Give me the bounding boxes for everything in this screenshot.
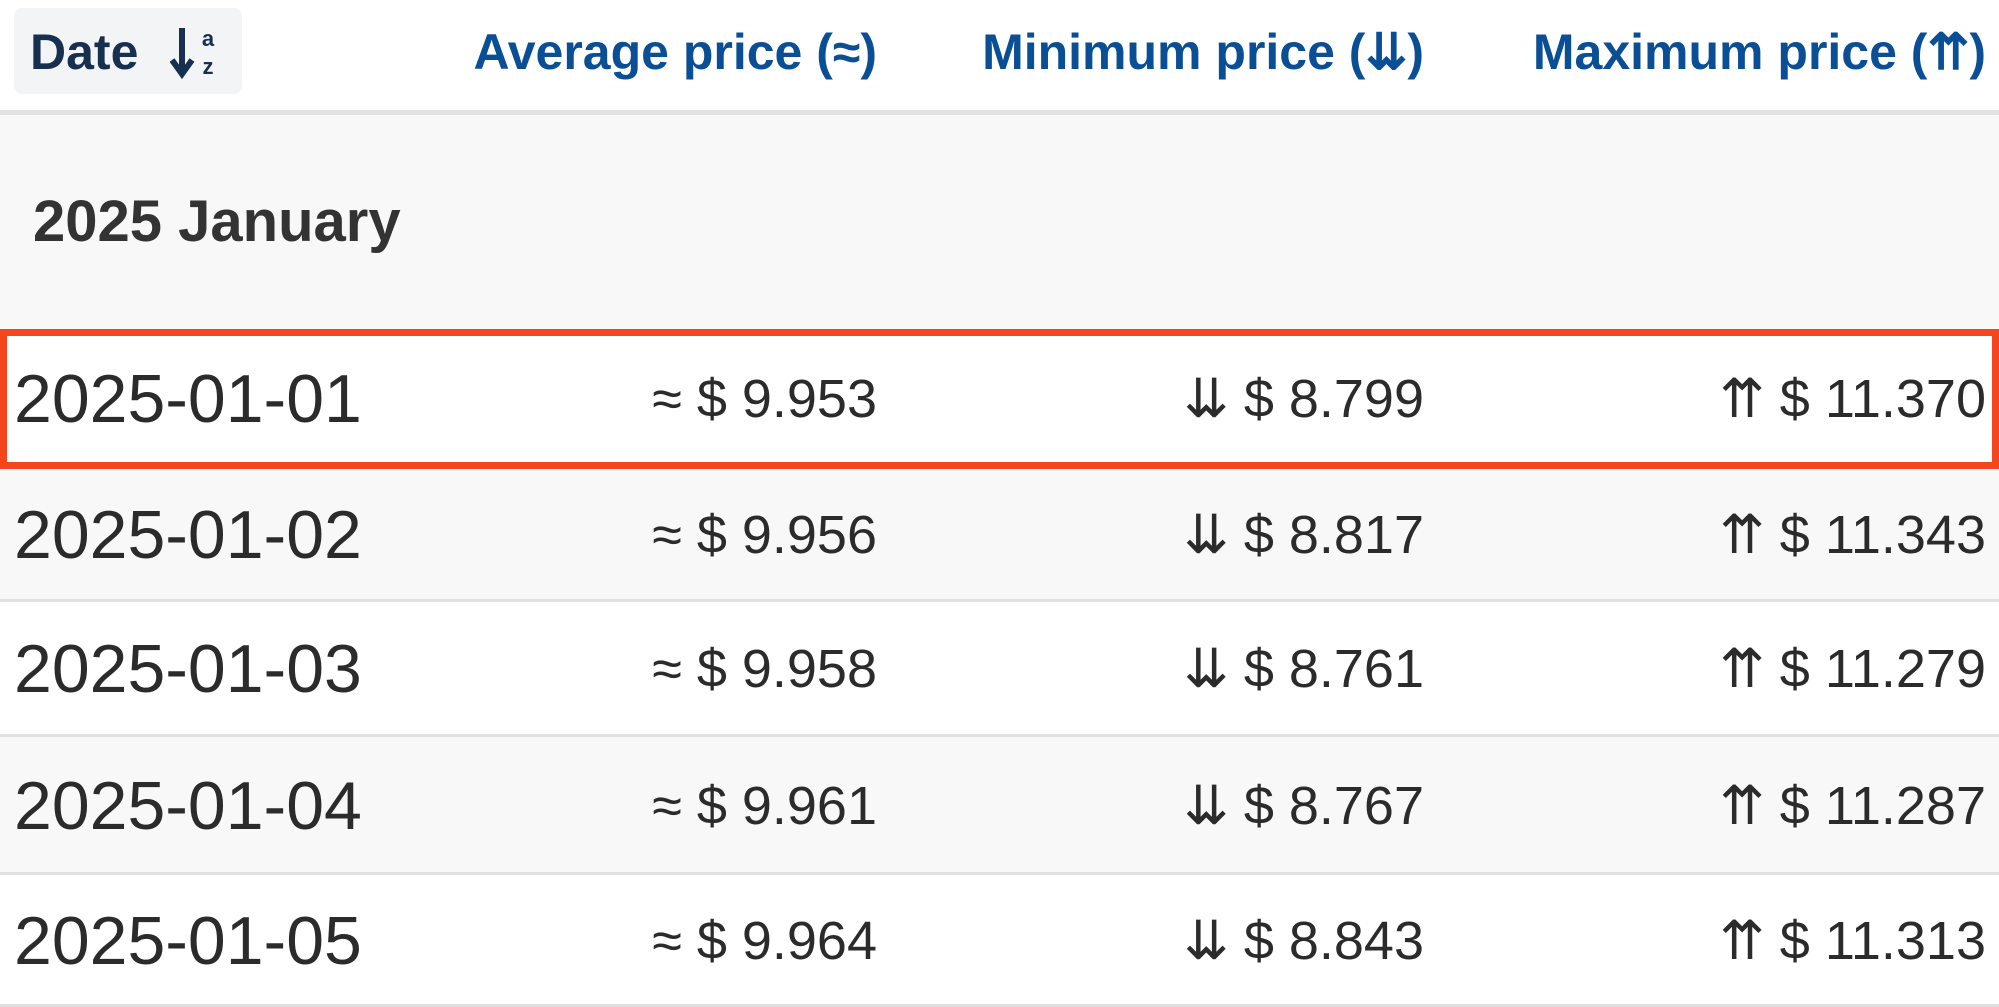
price-cell: ≈ $ 9.961 bbox=[652, 776, 877, 836]
date-cell: 2025-01-05 bbox=[14, 903, 362, 979]
price-cell: ⇈ $ 11.313 bbox=[1719, 911, 1986, 971]
column-header[interactable]: Minimum price (⇊) bbox=[982, 24, 1424, 80]
svg-text:z: z bbox=[203, 54, 214, 79]
column-header[interactable]: Average price (≈) bbox=[473, 24, 877, 80]
group-row bbox=[0, 115, 1999, 329]
date-cell: 2025-01-01 bbox=[14, 361, 362, 437]
table-row bbox=[0, 875, 1999, 1007]
price-cell: ⇊ $ 8.843 bbox=[1183, 911, 1424, 971]
price-cell: ⇊ $ 8.767 bbox=[1183, 776, 1424, 836]
header-separator bbox=[0, 110, 1999, 115]
price-cell: ≈ $ 9.958 bbox=[652, 639, 877, 699]
price-cell: ≈ $ 9.953 bbox=[652, 369, 877, 429]
sort-button[interactable] bbox=[14, 8, 242, 94]
table-row bbox=[0, 469, 1999, 602]
svg-text:a: a bbox=[202, 26, 215, 51]
table-row bbox=[0, 602, 1999, 737]
price-cell: ⇈ $ 11.279 bbox=[1719, 639, 1986, 699]
date-cell: 2025-01-04 bbox=[14, 768, 362, 844]
price-cell: ⇊ $ 8.799 bbox=[1183, 369, 1424, 429]
price-cell: ⇊ $ 8.761 bbox=[1183, 639, 1424, 699]
price-cell: ⇈ $ 11.343 bbox=[1719, 505, 1986, 565]
date-cell: 2025-01-02 bbox=[14, 497, 362, 573]
column-header[interactable]: Date bbox=[30, 24, 139, 80]
price-cell: ≈ $ 9.964 bbox=[652, 911, 877, 971]
column-header[interactable]: Maximum price (⇈) bbox=[1532, 24, 1986, 80]
price-cell: ⇊ $ 8.817 bbox=[1183, 505, 1424, 565]
price-cell: ≈ $ 9.956 bbox=[652, 505, 877, 565]
price-cell: ⇈ $ 11.370 bbox=[1719, 369, 1986, 429]
table-row bbox=[0, 329, 1999, 469]
price-cell: ⇈ $ 11.287 bbox=[1719, 776, 1986, 836]
group-label: 2025 January bbox=[33, 189, 401, 254]
table-row bbox=[0, 737, 1999, 875]
sort-icon: a z bbox=[170, 26, 215, 80]
date-cell: 2025-01-03 bbox=[14, 631, 362, 707]
